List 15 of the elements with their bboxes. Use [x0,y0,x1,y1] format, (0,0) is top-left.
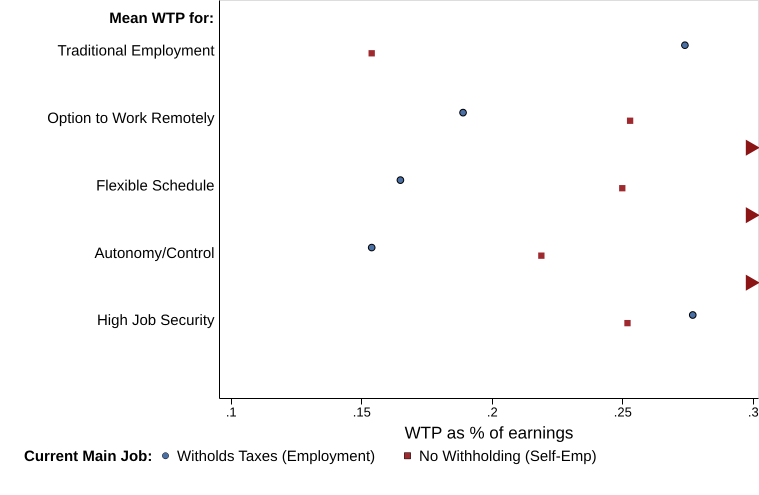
y-tick-label: Option to Work Remotely [47,110,215,127]
x-tick-label: .15 [352,404,371,420]
x-tick-label: .2 [486,404,498,420]
y-tick-label: Flexible Schedule [96,177,214,194]
x-tick-label: .3 [748,404,759,420]
legend-label: Witholds Taxes (Employment) [177,448,376,465]
legend-title: Current Main Job: [24,448,152,465]
y-tick-label: High Job Security [96,312,215,330]
y-axis-title: Mean WTP for: [109,10,214,27]
y-tick-label: Traditional Employment [57,42,216,60]
x-axis-title: WTP as % of earnings [404,424,574,442]
y-tick-label: Autonomy/Control [94,244,214,262]
legend-label: No Withholding (Self-Emp) [419,448,597,465]
x-tick-label: .1 [226,404,237,420]
x-tick-label: .25 [614,404,632,420]
